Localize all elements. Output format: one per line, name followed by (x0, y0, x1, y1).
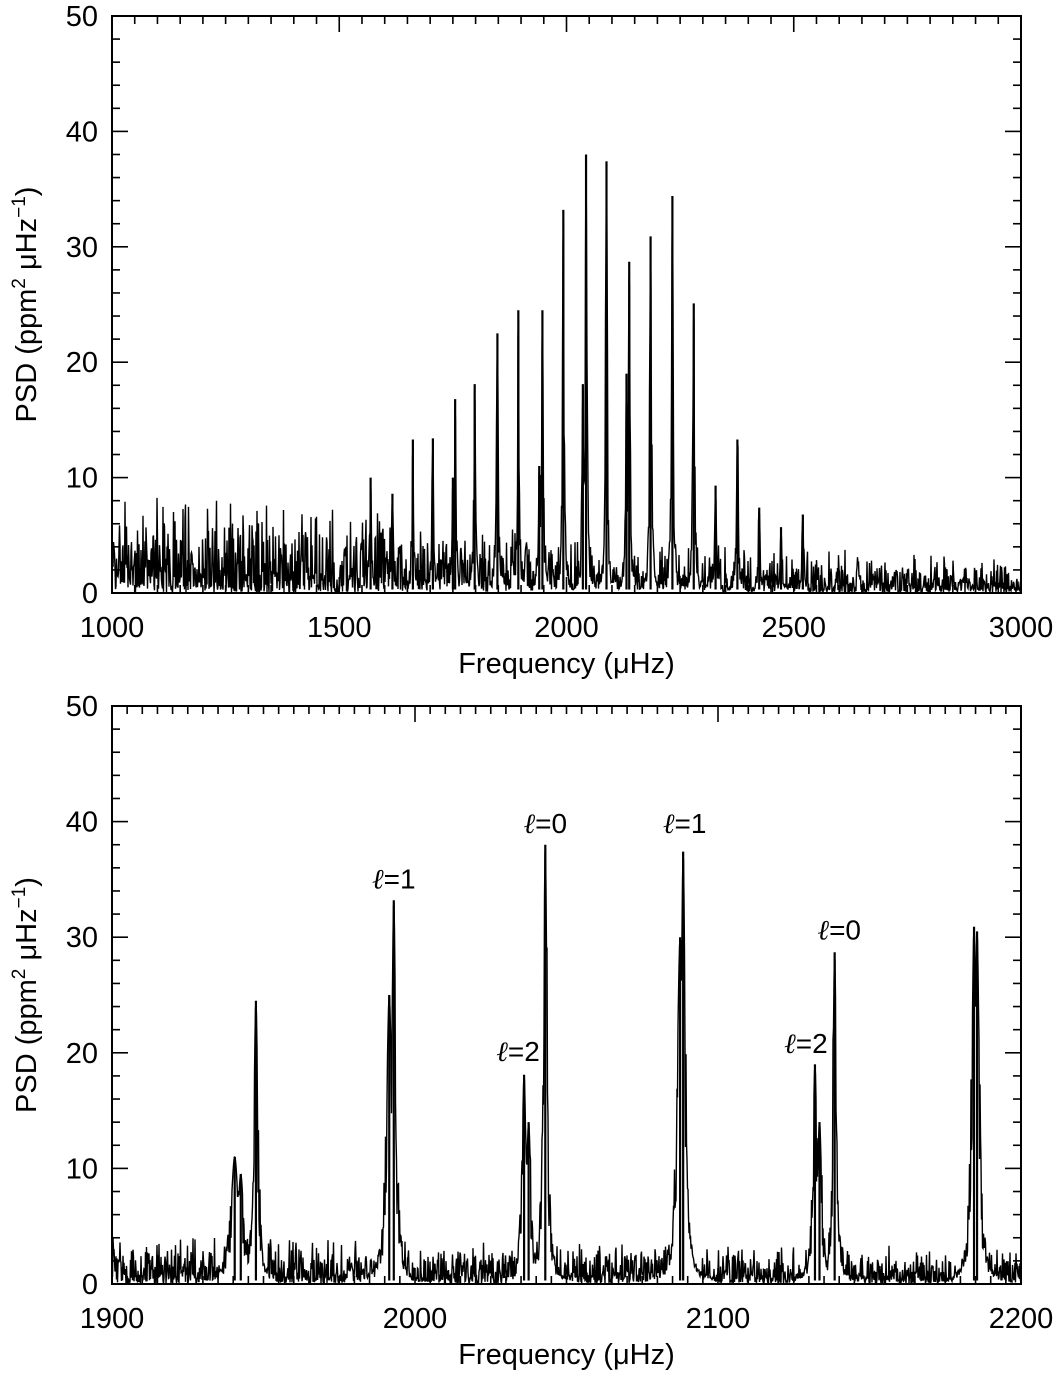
y-axis-label-part: PSD (ppm (11, 979, 43, 1113)
y-tick-label: 20 (66, 347, 98, 379)
x-tick-label: 2000 (534, 612, 599, 644)
y-tick-label: 40 (66, 807, 98, 839)
y-tick-label: 40 (66, 116, 98, 148)
y-tick-label: 30 (66, 922, 98, 954)
mode-label: ℓ=2 (496, 1036, 540, 1068)
mode-degree-value: =2 (508, 1036, 540, 1067)
mode-label: ℓ=2 (784, 1028, 828, 1060)
y-tick-label: 20 (66, 1038, 98, 1070)
mode-degree-value: =2 (796, 1028, 828, 1059)
y-axis-label: PSD (ppm2 μHz−1) (9, 877, 43, 1113)
x-tick-label: 2500 (761, 612, 826, 644)
y-axis-label-part: 2 (9, 969, 30, 980)
x-tick-label: 1900 (80, 1303, 145, 1335)
mode-degree-symbol: ℓ (372, 865, 384, 896)
x-axis-label: Frequency (μHz) (458, 648, 675, 680)
y-axis-label-part: −1 (9, 196, 30, 218)
mode-degree-value: =1 (384, 864, 416, 895)
x-tick-label: 3000 (989, 612, 1054, 644)
plot-frame (111, 705, 1022, 1285)
x-tick-label: 1500 (307, 612, 372, 644)
y-tick-label: 50 (66, 1, 98, 33)
mode-label: ℓ=1 (663, 808, 707, 840)
y-axis-label-part: ) (11, 187, 43, 197)
plot-frame (111, 15, 1022, 594)
mode-degree-value: =1 (675, 808, 707, 839)
y-tick-label: 30 (66, 232, 98, 264)
mode-degree-symbol: ℓ (523, 809, 535, 840)
mode-label: ℓ=0 (817, 915, 861, 947)
x-tick-label: 2100 (686, 1303, 751, 1335)
mode-label: ℓ=0 (523, 808, 567, 840)
mode-degree-value: =0 (829, 915, 861, 946)
mode-degree-symbol: ℓ (784, 1029, 796, 1060)
mode-degree-value: =0 (535, 808, 567, 839)
mode-degree-symbol: ℓ (496, 1037, 508, 1068)
x-tick-label: 1000 (80, 612, 145, 644)
mode-degree-symbol: ℓ (817, 916, 829, 947)
x-tick-label: 2000 (383, 1303, 448, 1335)
chart-panel-2: 1900 2000 2100 2200 0 10 20 30 40 50 Frequency (μH… (9, 691, 1053, 1371)
chart-panel-1: 1000 1500 2000 2500 3000 0 10 20 30 40 50 Frequency… (9, 1, 1053, 680)
y-axis-label-part: μHz (11, 218, 43, 278)
psd-spectrum-line (112, 848, 1021, 1284)
y-tick-label: 50 (66, 691, 98, 723)
x-axis-label: Frequency (μHz) (458, 1339, 675, 1371)
y-tick-label: 0 (82, 578, 98, 610)
mode-degree-symbol: ℓ (663, 809, 675, 840)
y-axis-label-part: ) (11, 877, 43, 887)
y-axis-label-part: −1 (9, 887, 30, 909)
y-axis-label-part: μHz (11, 908, 43, 968)
y-tick-label: 10 (66, 1153, 98, 1185)
y-tick-label: 10 (66, 463, 98, 495)
y-tick-label: 0 (82, 1269, 98, 1301)
psd-spectrum-line (112, 155, 1021, 593)
y-axis-label-part: 2 (9, 278, 30, 289)
y-axis-label-part: PSD (ppm (11, 289, 43, 423)
y-axis-label: PSD (ppm2 μHz−1) (9, 187, 43, 423)
mode-label: ℓ=1 (372, 864, 416, 896)
x-tick-label: 2200 (989, 1303, 1054, 1335)
